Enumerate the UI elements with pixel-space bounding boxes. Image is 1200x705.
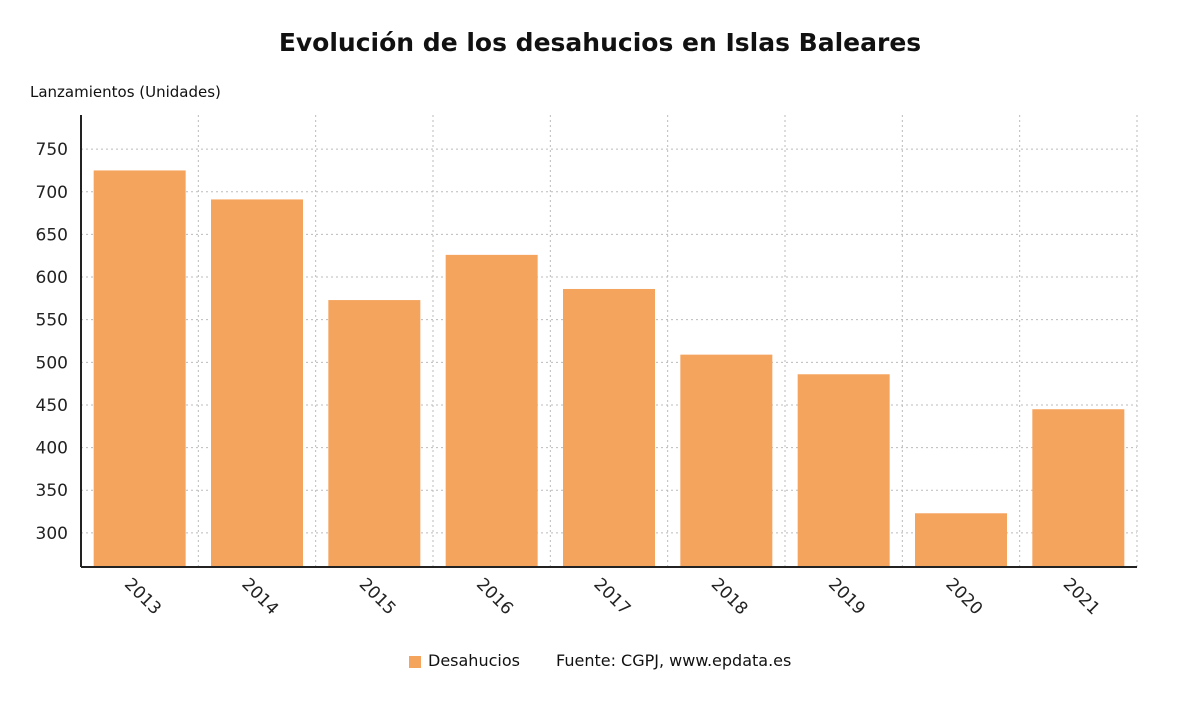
- x-tick-label-2013: 2013: [120, 574, 165, 619]
- legend-label-desahucios: Desahucios: [428, 651, 520, 670]
- x-tick-label-2014: 2014: [237, 574, 282, 619]
- x-tick-label-2015: 2015: [355, 574, 400, 619]
- legend-swatch: [409, 656, 421, 668]
- bar-2014: [211, 199, 303, 568]
- source-note: Fuente: CGPJ, www.epdata.es: [556, 651, 792, 670]
- bar-2018: [680, 354, 773, 567]
- y-tick-label: 400: [36, 439, 68, 459]
- x-tick-label-2018: 2018: [707, 574, 752, 619]
- bar-2021: [1032, 409, 1125, 567]
- y-tick-label: 650: [36, 225, 68, 245]
- bar-2020: [915, 513, 1007, 567]
- y-tick-labels: 300 350 400 450 500 550 600 650 700 750: [36, 140, 68, 544]
- x-tick-label-2017: 2017: [589, 574, 634, 619]
- chart-title: Evolución de los desahucios en Islas Bal…: [278, 28, 922, 57]
- y-tick-label: 350: [36, 481, 68, 501]
- y-tick-label: 300: [36, 524, 68, 544]
- bars-group: [93, 170, 1125, 568]
- y-tick-label: 450: [36, 396, 68, 416]
- y-tick-label: 500: [36, 353, 68, 373]
- y-tick-label: 550: [36, 311, 68, 331]
- y-tick-label: 750: [36, 140, 68, 160]
- y-axis-label: Lanzamientos (Unidades): [30, 83, 221, 101]
- y-tick-label: 700: [36, 183, 68, 203]
- axes-group: [80, 115, 1137, 568]
- bar-2016: [445, 254, 538, 568]
- bar-2013: [93, 170, 186, 567]
- x-tick-label-2020: 2020: [941, 574, 986, 619]
- x-tick-label-2016: 2016: [472, 574, 517, 619]
- bar-2019: [797, 374, 890, 567]
- bar-2017: [563, 288, 655, 567]
- bar-2015: [328, 300, 421, 567]
- x-tick-label-2019: 2019: [824, 574, 869, 619]
- x-tick-label-2021: 2021: [1059, 574, 1104, 619]
- y-tick-label: 600: [36, 268, 68, 288]
- legend: Desahucios Fuente: CGPJ, www.epdata.es: [0, 650, 1200, 674]
- x-tick-labels: 2013 2014 2015 2016 2017 2018 2019 2020 2021: [120, 574, 1103, 619]
